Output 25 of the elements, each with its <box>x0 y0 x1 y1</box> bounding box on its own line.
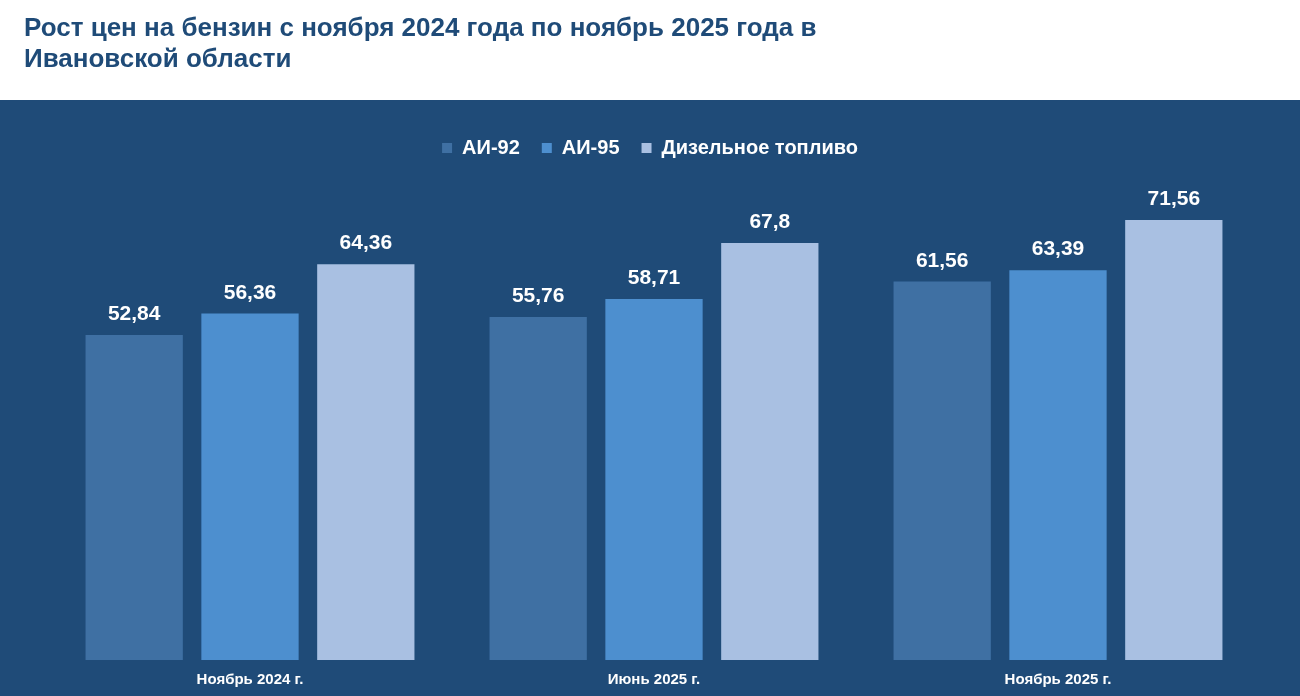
bar <box>1009 270 1107 660</box>
bar <box>605 298 703 660</box>
data-label: 55,76 <box>511 283 565 307</box>
bar <box>201 313 299 660</box>
chart-title: Рост цен на бензин с ноября 2024 года по ноябрь 2025 года в Ивановской области <box>24 12 818 74</box>
bar <box>721 243 819 660</box>
data-label: 63,39 <box>1031 236 1085 260</box>
legend-label: АИ-95 <box>561 135 620 158</box>
x-tick-label: Ноябрь 2024 г. <box>196 670 304 688</box>
bar <box>1125 219 1223 660</box>
bar <box>489 317 587 660</box>
data-label: 52,84 <box>107 301 161 325</box>
bar <box>85 335 183 660</box>
data-label: 64,36 <box>339 230 393 254</box>
data-label: 58,71 <box>627 265 681 289</box>
bar <box>893 281 991 660</box>
data-label: 71,56 <box>1147 186 1201 210</box>
data-label: 56,36 <box>223 279 277 303</box>
data-label: 67,8 <box>749 209 791 233</box>
x-tick-label: Ноябрь 2025 г. <box>1004 670 1112 688</box>
legend-label: Дизельное топливо <box>661 135 858 158</box>
legend-label: АИ-92 <box>462 135 520 158</box>
bar <box>317 264 415 660</box>
data-label: 61,56 <box>915 247 969 271</box>
x-tick-label: Июнь 2025 г. <box>607 670 701 688</box>
